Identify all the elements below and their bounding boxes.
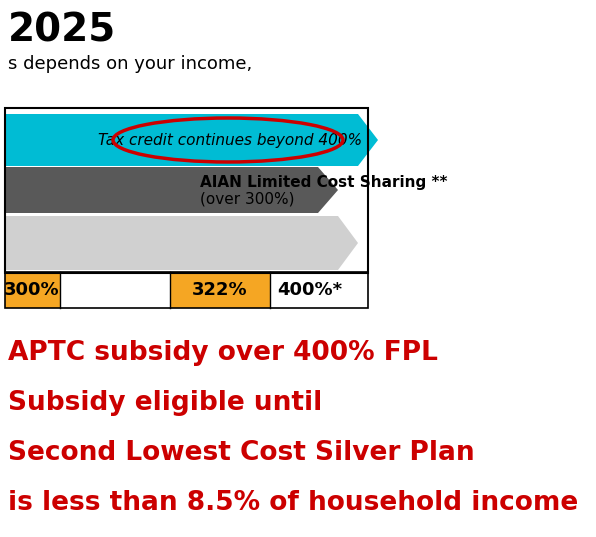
Bar [5, 108, 368, 273]
Polygon shape [5, 167, 338, 213]
Text: is less than 8.5% of household income: is less than 8.5% of household income [8, 490, 578, 516]
Bar [270, 272, 365, 308]
Text: 400%*: 400%* [277, 281, 343, 299]
Text: AIAN Limited Cost Sharing **: AIAN Limited Cost Sharing ** [200, 176, 448, 191]
Bar [5, 272, 60, 308]
Bar [60, 272, 170, 308]
Text: (over 300%): (over 300%) [200, 192, 294, 207]
Polygon shape [5, 114, 378, 166]
Text: Second Lowest Cost Silver Plan: Second Lowest Cost Silver Plan [8, 440, 474, 466]
Polygon shape [5, 216, 358, 270]
Text: APTC subsidy over 400% FPL: APTC subsidy over 400% FPL [8, 340, 438, 366]
Text: 2025: 2025 [8, 12, 116, 50]
Bar [170, 272, 270, 308]
Text: 322%: 322% [192, 281, 248, 299]
Text: 300%: 300% [4, 281, 60, 299]
Text: s depends on your income,: s depends on your income, [8, 55, 252, 73]
Text: Subsidy eligible until: Subsidy eligible until [8, 390, 322, 416]
Bar [5, 272, 368, 308]
Text: Tax credit continues beyond 400%: Tax credit continues beyond 400% [98, 133, 362, 148]
